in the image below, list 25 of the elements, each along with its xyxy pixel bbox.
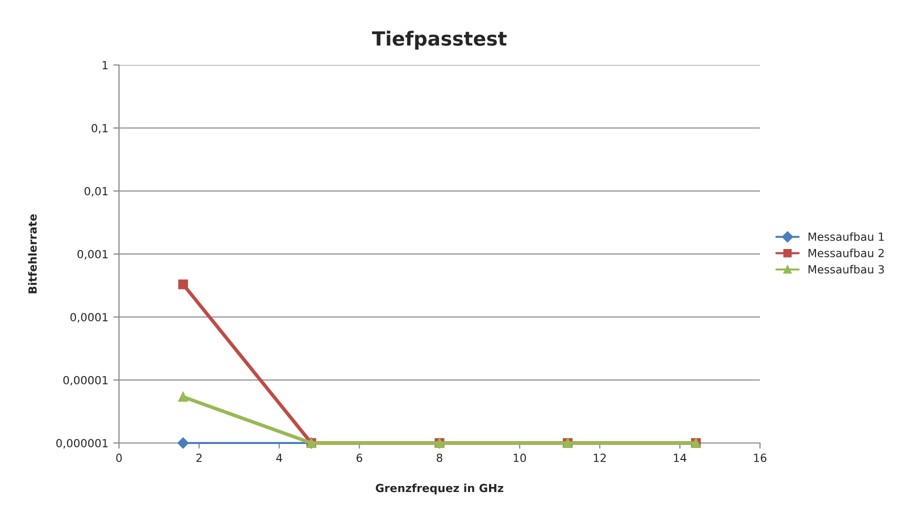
x-axis-title: Grenzfrequez in GHz xyxy=(376,484,504,494)
y-tick-label: 0,001 xyxy=(78,250,108,260)
y-tick-label: 1 xyxy=(102,61,108,70)
y-tick-label: 0,01 xyxy=(84,186,108,197)
point xyxy=(178,279,188,290)
y-tick-label: 0,000001 xyxy=(56,438,108,449)
x-tick-label: 0 xyxy=(116,454,122,462)
y-tick-label: 0,00001 xyxy=(63,376,108,386)
x-tick-label: 12 xyxy=(594,454,606,462)
x-tick-label: 2 xyxy=(196,454,202,462)
y-tick-label: 0,1 xyxy=(92,124,108,134)
x-tick-label: 6 xyxy=(356,454,362,462)
legend-label: Messaufbau 3 xyxy=(808,264,884,274)
point xyxy=(178,392,188,402)
legend-label: Messaufbau 1 xyxy=(808,232,884,241)
chart-title: Tiefpasstest xyxy=(372,30,507,50)
point xyxy=(177,437,189,449)
y-axis-title: Bitfehlerrate xyxy=(28,214,37,294)
legend-label: Messaufbau 2 xyxy=(808,248,884,258)
x-tick-label: 16 xyxy=(754,454,766,462)
y-tick-label: 0,0001 xyxy=(70,312,108,323)
x-tick-label: 8 xyxy=(436,454,442,462)
x-tick-label: 10 xyxy=(514,454,526,462)
x-tick-label: 4 xyxy=(276,454,282,462)
x-tick-label: 14 xyxy=(674,454,686,462)
